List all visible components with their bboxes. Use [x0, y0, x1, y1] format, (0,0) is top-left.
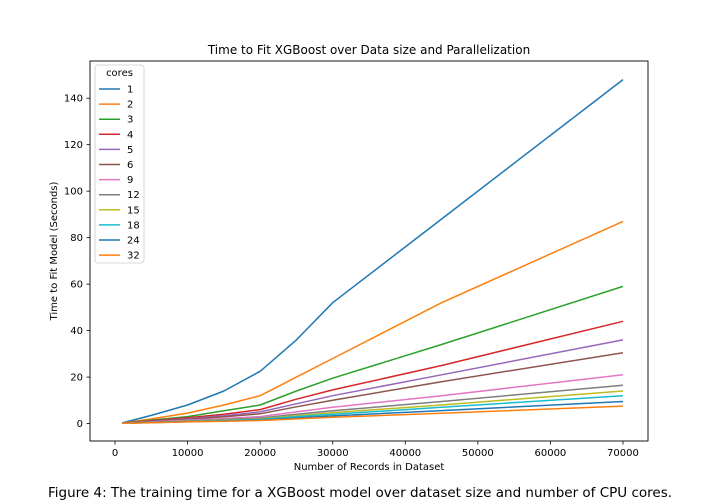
y-axis-label: Time to Fit Model (Seconds) — [49, 182, 60, 322]
chart-title: Time to Fit XGBoost over Data size and P… — [207, 43, 530, 57]
legend-label-24: 24 — [127, 236, 140, 247]
y-tick-label: 40 — [70, 326, 83, 337]
x-axis-label: Number of Records in Dataset — [294, 462, 445, 473]
x-tick-label: 60000 — [534, 448, 566, 459]
plot-frame — [89, 60, 649, 442]
legend-label-3: 3 — [127, 115, 133, 126]
legend-label-15: 15 — [127, 205, 140, 216]
legend-label-5: 5 — [127, 145, 133, 156]
series-layer — [122, 79, 624, 425]
y-tick-label: 100 — [64, 187, 83, 198]
legend-title: cores — [106, 68, 133, 79]
series-line-3 — [122, 285, 624, 424]
y-tick-label: 80 — [70, 233, 83, 244]
legend-label-1: 1 — [127, 85, 133, 96]
x-tick-label: 40000 — [389, 448, 421, 459]
legend-label-4: 4 — [127, 130, 133, 141]
y-tick-label: 20 — [70, 373, 83, 384]
legend-label-6: 6 — [127, 160, 133, 171]
y-tick-label: 0 — [77, 419, 83, 430]
series-line-32 — [122, 405, 624, 425]
legend-label-32: 32 — [127, 251, 140, 262]
figure-caption: Figure 4: The training time for a XGBoos… — [47, 485, 673, 501]
legend-label-12: 12 — [127, 190, 140, 201]
x-tick-label: 20000 — [244, 448, 276, 459]
y-tick-label: 60 — [70, 280, 83, 291]
series-line-1 — [122, 79, 624, 424]
y-tick-label: 120 — [64, 140, 83, 151]
axes-layer: 0 10000 20000 30000 40000 50000 60000 70000 0 20 4… — [64, 94, 639, 459]
x-tick-label: 30000 — [317, 448, 349, 459]
legend-label-2: 2 — [127, 100, 133, 111]
x-tick-label: 70000 — [607, 448, 639, 459]
x-tick-label: 50000 — [462, 448, 494, 459]
x-tick-label: 0 — [112, 448, 118, 459]
series-line-2 — [122, 220, 624, 424]
y-tick-label: 140 — [64, 94, 83, 105]
legend-label-9: 9 — [127, 175, 133, 186]
legend-label-18: 18 — [127, 220, 140, 231]
x-tick-label: 10000 — [172, 448, 204, 459]
